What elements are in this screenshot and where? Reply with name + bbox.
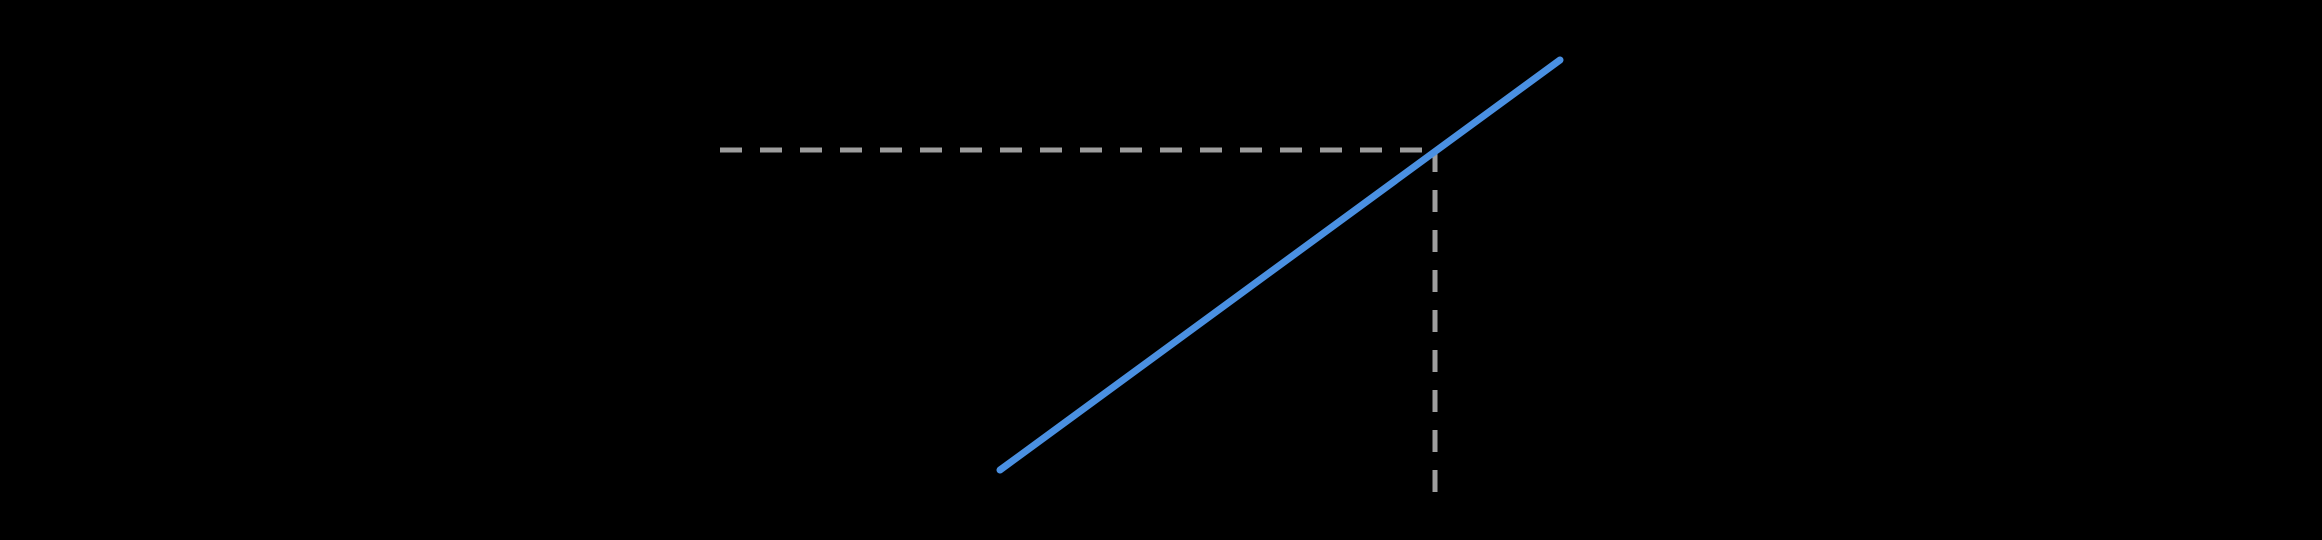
- chart-background: [0, 0, 2322, 540]
- chart-canvas: [0, 0, 2322, 540]
- chart-svg: [0, 0, 2322, 540]
